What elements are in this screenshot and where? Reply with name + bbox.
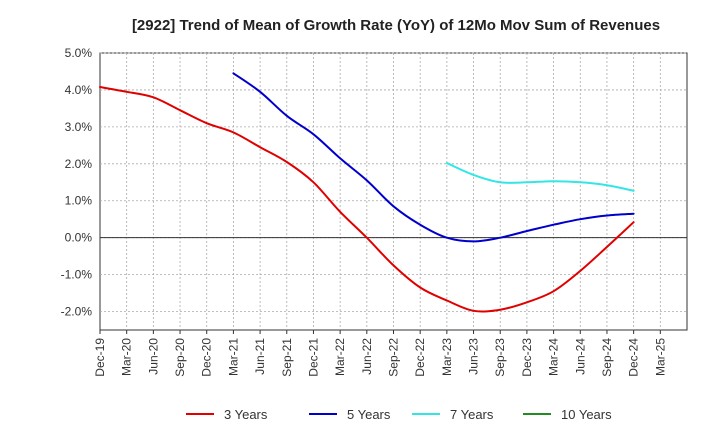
- x-tick-label: Mar-22: [333, 338, 347, 376]
- legend-label-5-years: 5 Years: [347, 407, 391, 422]
- x-tick-label: Sep-24: [600, 338, 614, 377]
- x-tick-label: Jun-23: [467, 338, 481, 375]
- y-tick-label: 0.0%: [65, 231, 93, 245]
- x-tick-label: Jun-21: [253, 338, 267, 375]
- x-tick-label: Jun-22: [360, 338, 374, 375]
- x-tick-label: Sep-23: [493, 338, 507, 377]
- x-tick-label: Mar-20: [120, 338, 134, 376]
- series-line-7-years: [445, 162, 635, 192]
- legend-label-3-years: 3 Years: [224, 407, 268, 422]
- x-tick-label: Mar-23: [440, 338, 454, 376]
- x-tick-label: Mar-24: [547, 338, 561, 376]
- x-tick-label: Jun-24: [573, 338, 587, 375]
- y-tick-label: 4.0%: [65, 83, 93, 97]
- legend-label-7-years: 7 Years: [450, 407, 494, 422]
- legend: 3 Years 5 Years 7 Years 10 Years: [186, 407, 612, 422]
- series-lines: [99, 72, 635, 313]
- y-tick-label: 3.0%: [65, 120, 93, 134]
- x-axis-ticks: Dec-19 Mar-20 Jun-20 Sep-20 Dec-20 Mar-21 Jun-…: [93, 330, 667, 377]
- x-tick-label: Mar-25: [653, 338, 667, 376]
- y-tick-label: -1.0%: [61, 268, 93, 282]
- plot-area: [99, 52, 688, 331]
- x-tick-label: Sep-21: [280, 338, 294, 377]
- x-tick-label: Jun-20: [146, 338, 160, 375]
- x-tick-label: Dec-20: [200, 338, 214, 377]
- x-tick-label: Mar-21: [226, 338, 240, 376]
- x-tick-label: Sep-20: [173, 338, 187, 377]
- x-tick-label: Dec-19: [93, 338, 107, 377]
- legend-label-10-years: 10 Years: [561, 407, 612, 422]
- x-tick-label: Sep-22: [387, 338, 401, 377]
- series-line-5-years: [232, 72, 635, 243]
- x-tick-label: Dec-23: [520, 338, 534, 377]
- y-axis-ticks: -2.0% -1.0% 0.0% 1.0% 2.0% 3.0% 4.0% 5.0%: [61, 46, 93, 319]
- series-line-3-years: [99, 86, 635, 313]
- y-tick-label: 1.0%: [65, 194, 93, 208]
- y-tick-label: 2.0%: [65, 157, 93, 171]
- y-tick-label: -2.0%: [61, 305, 93, 319]
- y-tick-label: 5.0%: [65, 46, 93, 60]
- x-tick-label: Dec-22: [413, 338, 427, 377]
- plot-frame: [99, 52, 688, 331]
- x-tick-label: Dec-21: [306, 338, 320, 377]
- chart-title: [2922] Trend of Mean of Growth Rate (YoY…: [132, 17, 660, 34]
- x-tick-label: Dec-24: [627, 338, 641, 377]
- gridlines: [100, 52, 687, 330]
